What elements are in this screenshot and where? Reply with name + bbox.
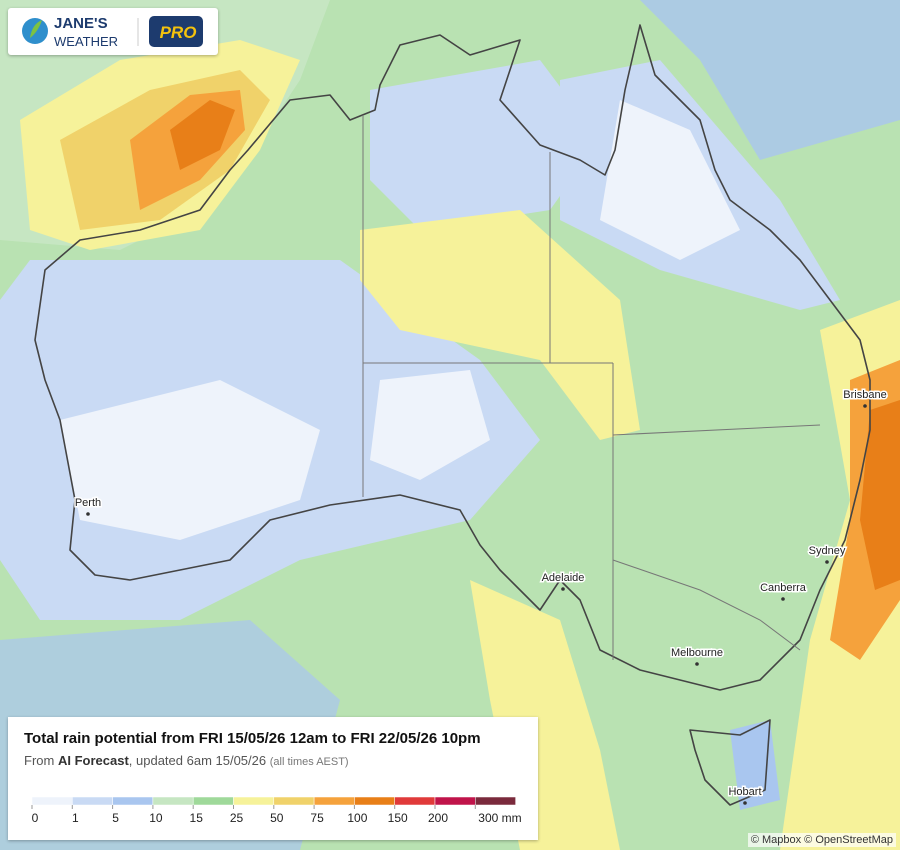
city-dot	[781, 597, 785, 601]
subtitle-updated: , updated 6am 15/05/26	[128, 753, 267, 768]
legend-tick-label: 100	[347, 811, 367, 825]
legend-swatch	[273, 796, 315, 806]
legend-tick-label: 75	[310, 811, 324, 825]
city-layer: Perth Adelaide Melbourne Canberra Sydney Bris…	[73, 388, 888, 805]
subtitle-note: (all times AEST)	[269, 756, 349, 768]
legend-tick-label: 10	[149, 811, 163, 825]
legend-swatch	[434, 796, 476, 806]
city-label: Adelaide	[542, 572, 585, 584]
legend-swatch	[112, 796, 154, 806]
legend-tick-label: 300 mm	[478, 811, 521, 825]
legend-swatch	[394, 796, 436, 806]
city-dot	[825, 560, 829, 564]
legend-scale: 0 1 5 10 15 25 50 75 100 150 200 300 mm	[31, 796, 522, 825]
city-label: Canberra	[760, 582, 807, 594]
city-dot	[743, 801, 747, 805]
legend-swatch	[313, 796, 355, 806]
city-dot	[561, 587, 565, 591]
city-label: Melbourne	[671, 647, 723, 659]
legend-subtitle: From AI Forecast, updated 6am 15/05/26 (…	[24, 753, 349, 768]
subtitle-prefix: From	[24, 753, 55, 768]
city-label: Sydney	[809, 545, 846, 557]
legend-tick-label: 5	[112, 811, 119, 825]
attribution[interactable]: © Mapbox © OpenStreetMap	[747, 833, 896, 847]
brand-bottom: WEATHER	[54, 34, 118, 49]
legend-swatch	[152, 796, 194, 806]
subtitle-source: AI Forecast	[57, 753, 129, 768]
legend-swatch	[475, 796, 516, 806]
legend-swatch	[233, 796, 275, 806]
legend-tick-label: 0	[32, 811, 39, 825]
legend-tick-label: 1	[72, 811, 79, 825]
city-label: Perth	[75, 497, 101, 509]
legend-tick-label: 50	[270, 811, 284, 825]
city-dot	[695, 662, 699, 666]
city-dot	[86, 512, 90, 516]
pro-badge: PRO	[160, 23, 197, 42]
logo-graphic: JANE'S WEATHER PRO	[22, 15, 203, 49]
legend: Total rain potential from FRI 15/05/26 1…	[8, 717, 538, 840]
legend-swatch	[354, 796, 395, 806]
brand-top: JANE'S	[54, 15, 108, 32]
city-label: Hobart	[728, 786, 761, 798]
legend-swatch	[72, 796, 113, 806]
legend-tick-label: 150	[388, 811, 408, 825]
legend-title: Total rain potential from FRI 15/05/26 1…	[24, 730, 481, 747]
city-label: Brisbane	[843, 389, 886, 401]
legend-swatch	[192, 796, 234, 806]
city-dot	[863, 404, 867, 408]
legend-tick-label: 15	[190, 811, 204, 825]
legend-tick-label: 25	[230, 811, 244, 825]
logo[interactable]: JANE'S WEATHER PRO	[8, 8, 218, 55]
legend-tick-label: 200	[428, 811, 448, 825]
legend-swatch	[31, 796, 73, 806]
